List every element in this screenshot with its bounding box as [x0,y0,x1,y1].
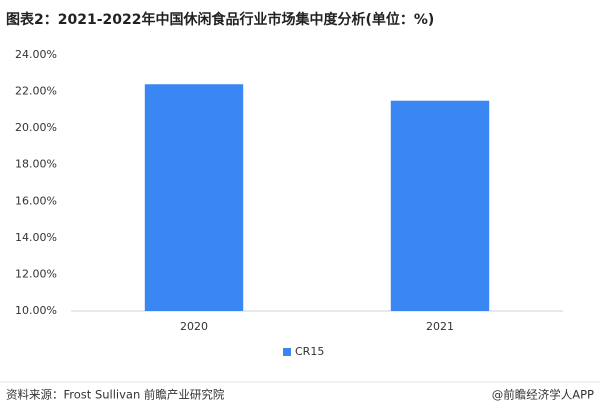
legend-label: CR15 [295,345,324,358]
x-tick-label: 2021 [426,320,454,333]
y-tick-label: 12.00% [15,267,57,280]
y-tick-label: 24.00% [15,48,57,61]
y-tick-label: 10.00% [15,304,57,317]
bar [390,100,490,311]
y-tick-label: 22.00% [15,85,57,98]
publisher-note: @前瞻经济学人APP [492,388,594,402]
y-tick-label: 14.00% [15,231,57,244]
y-tick-label: 18.00% [15,158,57,171]
y-tick-label: 20.00% [15,121,57,134]
y-tick-label: 16.00% [15,194,57,207]
bar [144,84,244,311]
legend-swatch [283,348,291,356]
source-note: 资料来源：Frost Sullivan 前瞻产业研究院 [6,388,225,402]
chart-title: 图表2：2021-2022年中国休闲食品行业市场集中度分析(单位：%) [6,11,434,28]
x-tick-label: 2020 [180,320,208,333]
